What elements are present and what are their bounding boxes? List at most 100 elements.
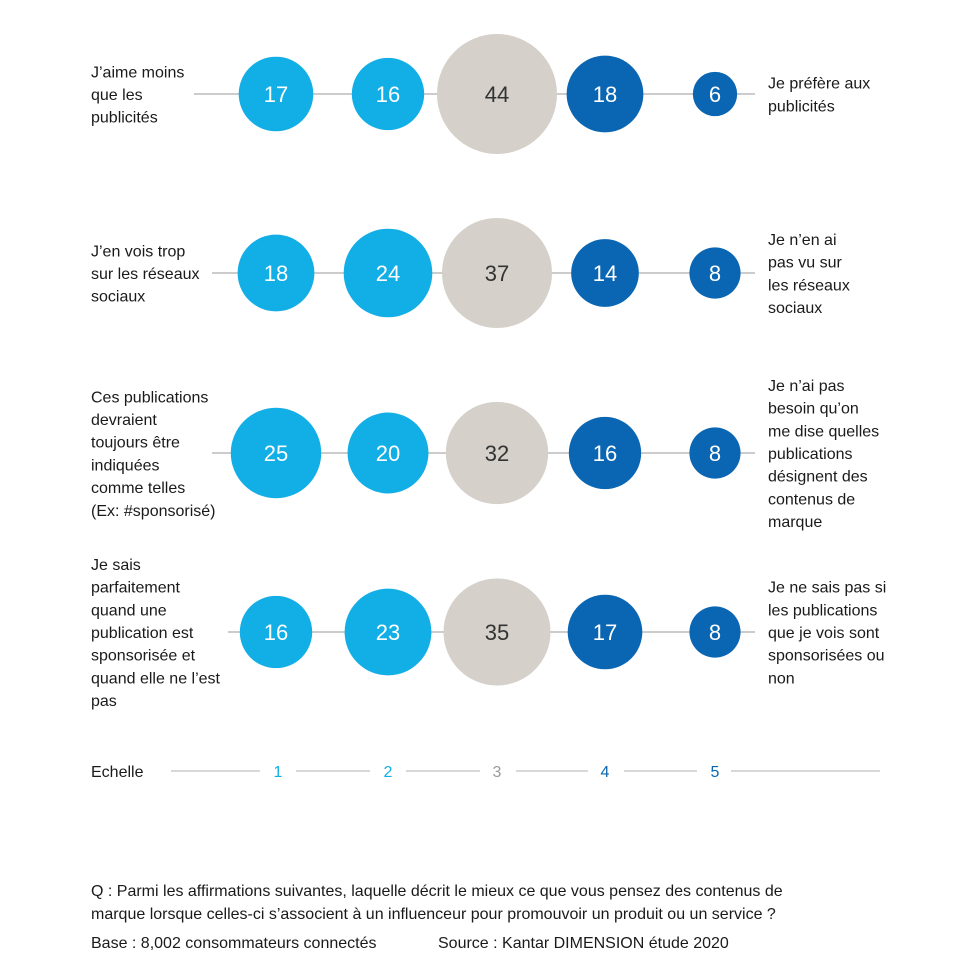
source-note: Source : Kantar DIMENSION étude 2020 bbox=[438, 935, 729, 952]
left-label-line: parfaitement bbox=[91, 580, 180, 597]
right-label-line: sponsorisées ou bbox=[768, 648, 885, 665]
right-label-line: besoin qu’on bbox=[768, 401, 859, 418]
left-label-line: (Ex: #sponsorisé) bbox=[91, 503, 216, 520]
bubble-3-4 bbox=[568, 416, 642, 490]
bubble-2-5 bbox=[689, 247, 741, 299]
right-label-line: les publications bbox=[768, 602, 877, 619]
bubble-value-3-2: 20 bbox=[376, 441, 400, 466]
left-label-line: pas bbox=[91, 693, 117, 710]
right-label-4: Je ne sais pas si les publications que je … bbox=[768, 580, 886, 688]
question-text: Q : Parmi les affirmations suivantes, la… bbox=[91, 881, 891, 926]
left-label-1: J’aime moins que les publicités bbox=[91, 64, 184, 126]
bubble-2-2 bbox=[343, 228, 433, 318]
bubble-value-2-2: 24 bbox=[376, 261, 400, 286]
bubble-value-4-1: 16 bbox=[264, 620, 288, 645]
left-label-line: sponsorisée et bbox=[91, 648, 196, 665]
bubble-4-1 bbox=[239, 595, 313, 669]
left-label-line: sociaux bbox=[91, 289, 145, 306]
bubble-value-2-1: 18 bbox=[264, 261, 288, 286]
scale-tick-5: 5 bbox=[711, 764, 720, 781]
bubble-2-1 bbox=[237, 234, 315, 312]
bubble-1-5 bbox=[692, 71, 738, 117]
left-label-line: publicités bbox=[91, 110, 158, 127]
right-label-line: Je ne sais pas si bbox=[768, 580, 886, 597]
left-label-line: quand elle ne l’est bbox=[91, 670, 221, 687]
left-label-2: J’en vois trop sur les réseaux sociaux bbox=[91, 243, 200, 305]
bubble-1-2 bbox=[351, 57, 425, 131]
bubble-1-1 bbox=[238, 56, 314, 132]
bubble-1-3 bbox=[437, 34, 557, 154]
right-label-line: Je n’ai pas bbox=[768, 378, 845, 395]
question-line-1: Q : Parmi les affirmations suivantes, la… bbox=[91, 883, 783, 900]
left-label-line: comme telles bbox=[91, 480, 185, 497]
bubble-value-4-2: 23 bbox=[376, 620, 400, 645]
bubble-2-3 bbox=[441, 217, 553, 329]
left-label-line: publication est bbox=[91, 625, 194, 642]
right-label-line: Je n’en ai bbox=[768, 232, 837, 249]
question-line-2: marque lorsque celles-ci s’associent à u… bbox=[91, 905, 776, 923]
bubble-4-5 bbox=[689, 606, 741, 658]
bubble-value-3-4: 16 bbox=[593, 441, 617, 466]
bubble-4-2 bbox=[344, 588, 432, 676]
bubble-value-2-4: 14 bbox=[593, 261, 617, 286]
bubble-value-1-3: 44 bbox=[485, 82, 509, 107]
scale-tick-4: 4 bbox=[601, 764, 610, 781]
right-label-line: que je vois sont bbox=[768, 625, 880, 642]
chart-row-3: 25 20 32 16 8 Ces publications devraient toujou… bbox=[91, 378, 879, 531]
scale-tick-2: 2 bbox=[384, 764, 393, 781]
left-label-line: J’aime moins bbox=[91, 64, 184, 81]
bubble-1-4 bbox=[566, 55, 644, 133]
bubble-value-2-3: 37 bbox=[485, 261, 509, 286]
chart-row-4: 16 23 35 17 8 Je sais parfaitement quand une pub… bbox=[91, 557, 886, 710]
scale-row: Echelle 1 2 3 4 5 bbox=[91, 764, 880, 781]
bubble-value-1-4: 18 bbox=[593, 82, 617, 107]
left-label-line: Ces publications bbox=[91, 389, 208, 406]
right-label-line: contenus de bbox=[768, 491, 855, 508]
bubble-chart: 17 16 44 18 6J’aime moins que les publicitésJe… bbox=[91, 34, 886, 781]
bubble-value-4-3: 35 bbox=[485, 620, 509, 645]
right-label-line: non bbox=[768, 670, 795, 687]
bubble-value-4-5: 8 bbox=[709, 620, 721, 645]
bubble-3-3 bbox=[445, 401, 549, 505]
bubble-value-3-5: 8 bbox=[709, 441, 721, 466]
bubble-3-5 bbox=[689, 427, 741, 479]
left-label-line: toujours être bbox=[91, 435, 180, 452]
right-label-line: pas vu sur bbox=[768, 255, 842, 272]
left-label-4: Je sais parfaitement quand une publication … bbox=[91, 557, 221, 710]
right-label-2: Je n’en ai pas vu sur les réseaux sociaux bbox=[768, 232, 850, 317]
bubble-value-3-1: 25 bbox=[264, 441, 288, 466]
scale-tick-1: 1 bbox=[274, 764, 283, 781]
bubble-value-3-3: 32 bbox=[485, 441, 509, 466]
right-label-line: sociaux bbox=[768, 300, 822, 317]
left-label-line: devraient bbox=[91, 412, 157, 429]
left-label-line: indiquées bbox=[91, 457, 160, 474]
right-label-line: publications bbox=[768, 446, 853, 463]
scale-label: Echelle bbox=[91, 764, 144, 781]
left-label-line: Je sais bbox=[91, 557, 141, 574]
bubble-3-1 bbox=[230, 407, 322, 499]
right-label-1: Je préfère aux publicités bbox=[768, 76, 870, 116]
left-label-line: J’en vois trop bbox=[91, 243, 185, 260]
bubble-value-1-2: 16 bbox=[376, 82, 400, 107]
right-label-line: marque bbox=[768, 514, 822, 531]
chart-row-1: 17 16 44 18 6J’aime moins que les publicitésJe… bbox=[91, 34, 870, 154]
bubble-3-2 bbox=[347, 412, 429, 494]
left-label-line: que les bbox=[91, 87, 143, 104]
right-label-line: me dise quelles bbox=[768, 423, 879, 440]
scale-tick-3: 3 bbox=[493, 764, 502, 781]
bubble-4-4 bbox=[567, 594, 643, 670]
left-label-line: quand une bbox=[91, 602, 167, 619]
left-label-3: Ces publications devraient toujours être in… bbox=[91, 389, 216, 520]
bubble-value-1-5: 6 bbox=[709, 82, 721, 107]
right-label-line: Je préfère aux bbox=[768, 76, 870, 93]
bubble-4-3 bbox=[443, 578, 551, 686]
left-label-line: sur les réseaux bbox=[91, 266, 200, 283]
bubble-value-1-1: 17 bbox=[264, 82, 288, 107]
right-label-line: publicités bbox=[768, 98, 835, 115]
base-note: Base : 8,002 consommateurs connectés bbox=[91, 935, 377, 952]
right-label-line: désignent des bbox=[768, 469, 868, 486]
right-label-3: Je n’ai pas besoin qu’on me dise quelles pu… bbox=[768, 378, 879, 531]
right-label-line: les réseaux bbox=[768, 277, 850, 294]
bubble-value-4-4: 17 bbox=[593, 620, 617, 645]
chart-row-2: 18 24 37 14 8 J’en vois trop sur les réseaux so… bbox=[91, 217, 850, 329]
